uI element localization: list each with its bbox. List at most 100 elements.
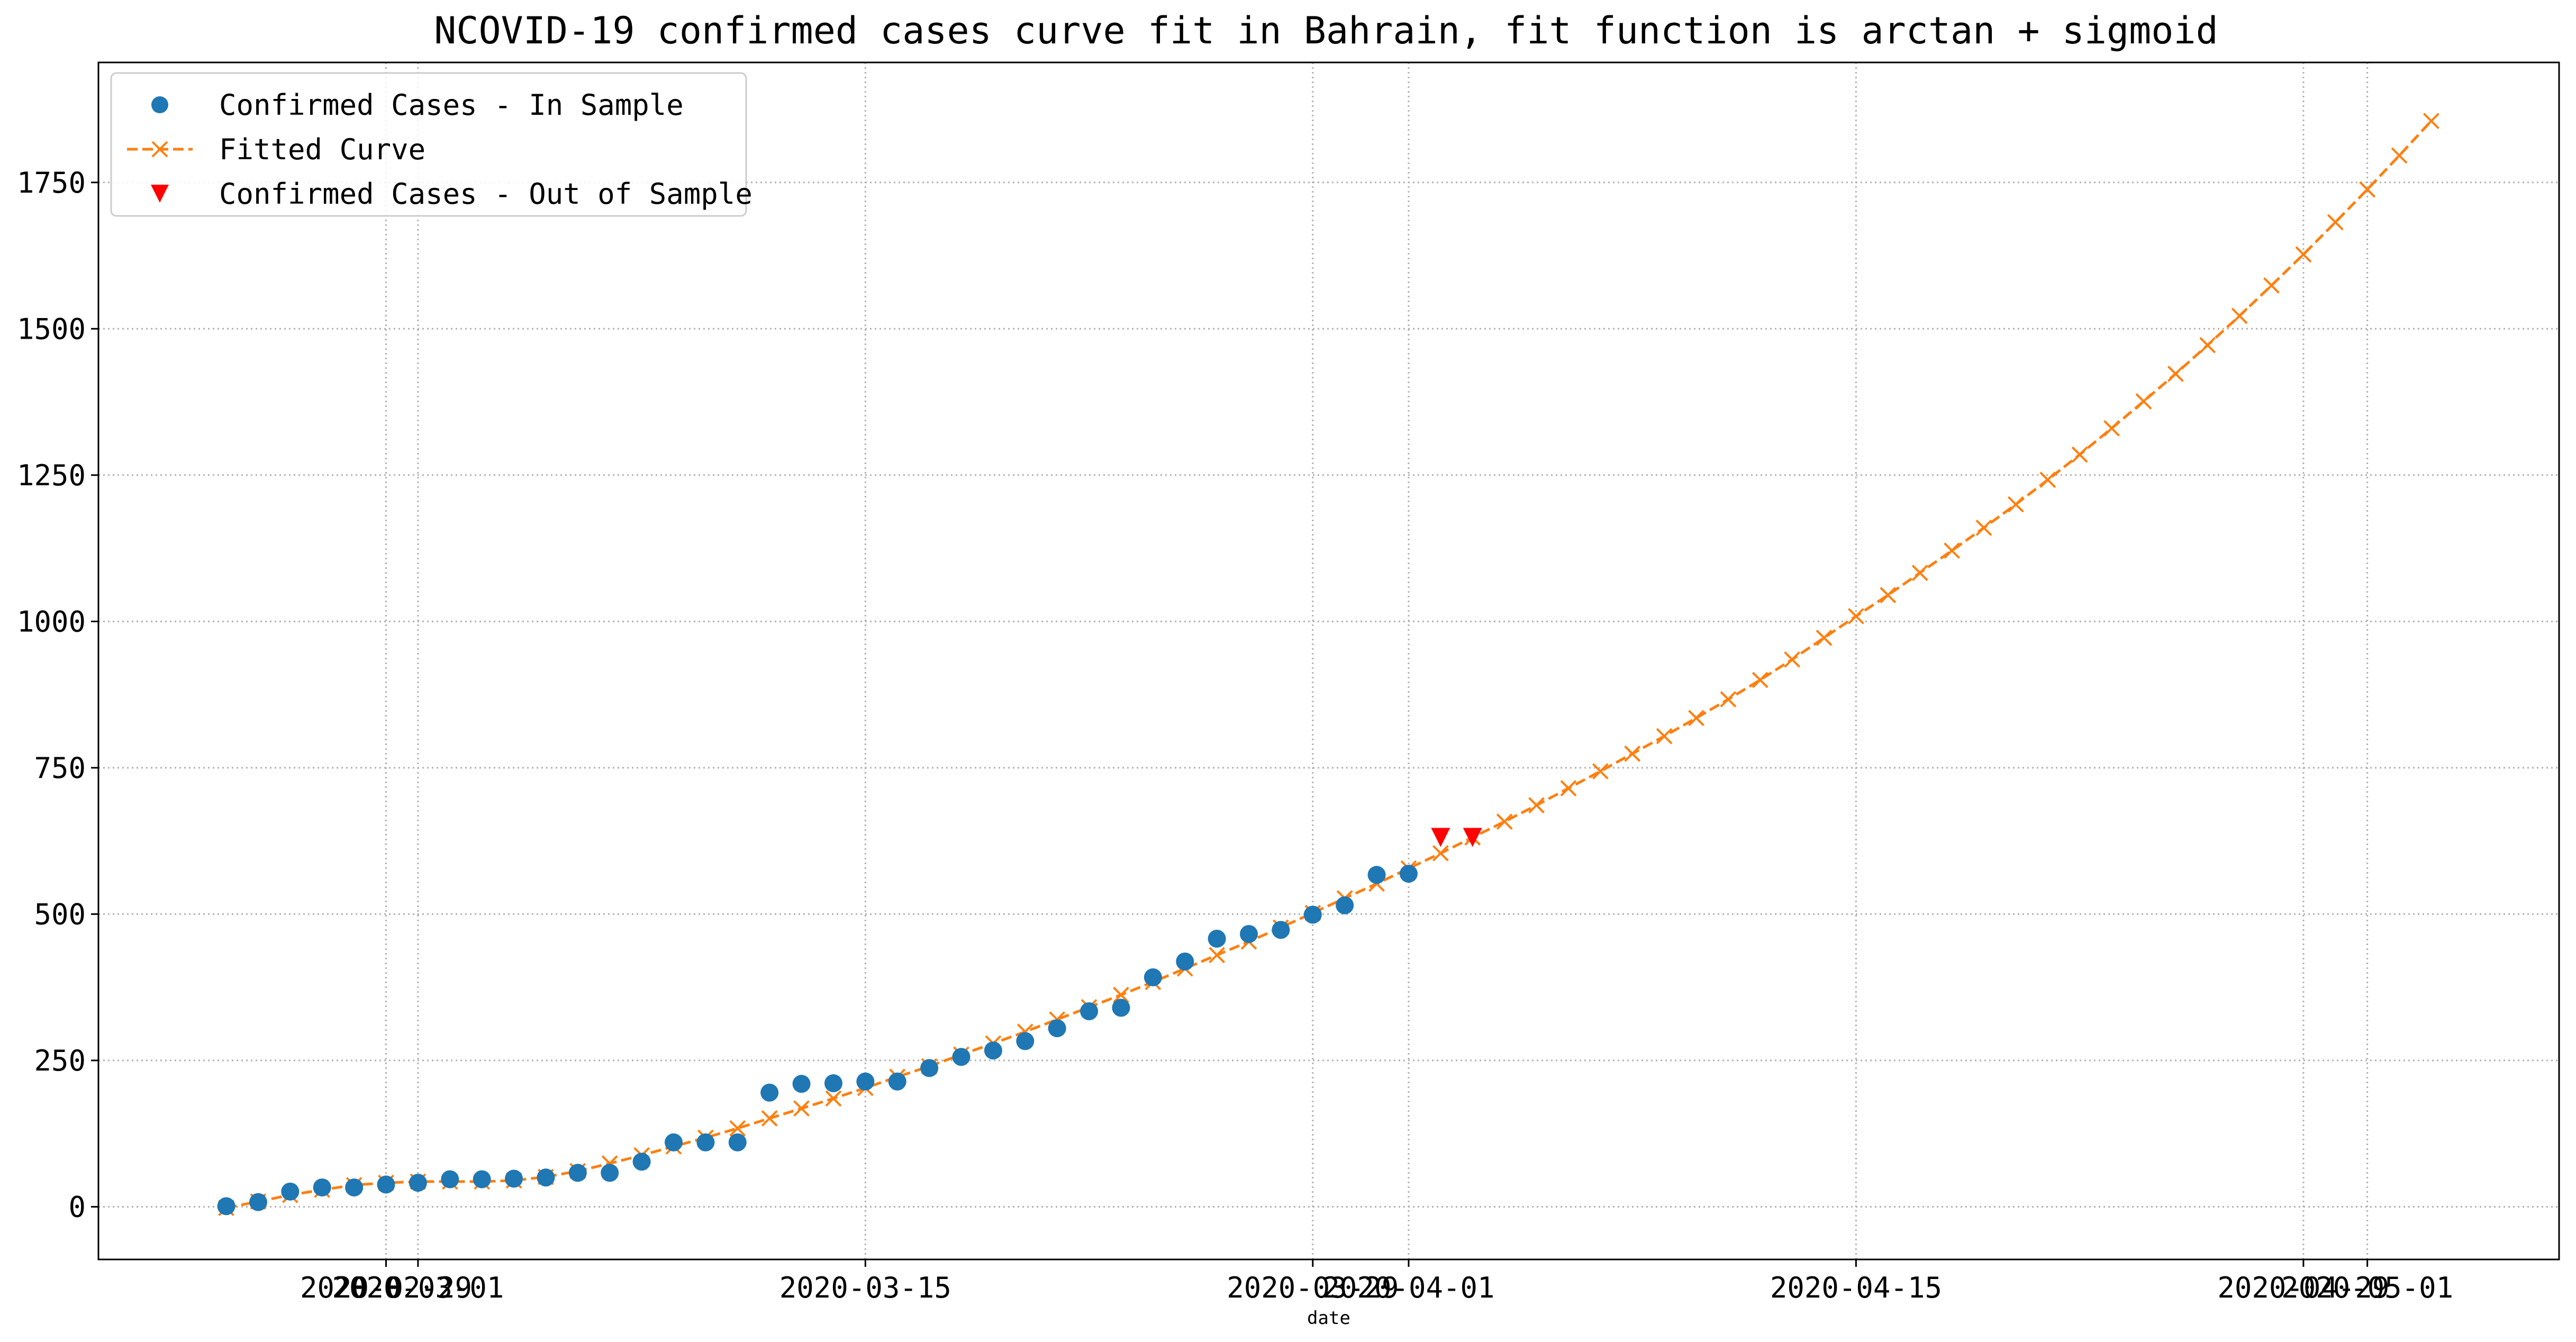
in-sample-point: [984, 1041, 1002, 1060]
in-sample-point: [1112, 999, 1130, 1017]
in-sample-point: [952, 1048, 970, 1066]
y-tick-label: 0: [68, 1190, 86, 1223]
fitted-curve-marker: [2199, 337, 2216, 353]
in-sample-point: [888, 1072, 906, 1091]
plot-frame: [97, 61, 2560, 1261]
out-of-sample-series: [1431, 828, 1482, 847]
legend-label: Confirmed Cases - Out of Sample: [219, 177, 752, 211]
in-sample-point: [792, 1075, 811, 1093]
in-sample-point: [441, 1170, 459, 1189]
in-sample-point: [824, 1074, 842, 1093]
in-sample-point: [728, 1133, 747, 1151]
fitted-curve-marker: [2103, 420, 2120, 437]
fitted-curve-marker: [1528, 797, 1545, 814]
chart-title: NCOVID-19 confirmed cases curve fit in B…: [434, 9, 2218, 52]
fitted-curve-marker: [825, 1090, 842, 1107]
legend-label: Confirmed Cases - In Sample: [219, 88, 684, 122]
in-sample-point: [856, 1072, 875, 1091]
fitted-curve-marker: [1209, 947, 1226, 964]
fitted-curve-marker: [2007, 496, 2024, 513]
grid: [98, 62, 2559, 1259]
in-sample-point: [760, 1083, 779, 1102]
in-sample-point: [601, 1164, 619, 1182]
in-sample-point: [1272, 921, 1290, 939]
fitted-curve-marker: [2071, 446, 2088, 463]
fitted-curve-marker: [2391, 147, 2408, 164]
fitted-curve-marker: [2359, 181, 2376, 198]
in-sample-point: [409, 1174, 427, 1192]
fitted-curve-marker: [729, 1120, 746, 1137]
in-sample-point: [537, 1168, 555, 1187]
x-tick-label: 2020-03-15: [779, 1271, 951, 1304]
x-tick-label: 2020-04-15: [1770, 1271, 1942, 1304]
legend-marker-in-sample: [151, 96, 168, 113]
in-sample-point: [696, 1133, 715, 1151]
axis-ticks: 025050075010001250150017502020-02-292020…: [17, 166, 2453, 1304]
in-sample-point: [920, 1059, 939, 1077]
legend-marker-fitted: [151, 141, 168, 158]
fitted-curve-marker: [1592, 763, 1609, 779]
fitted-curve-marker: [2167, 366, 2184, 382]
in-sample-point: [1048, 1019, 1066, 1038]
x-tick-label: 2020-04-29: [2217, 1271, 2389, 1304]
in-sample-point: [1080, 1002, 1099, 1021]
y-tick-label: 1000: [17, 605, 86, 638]
y-tick-label: 500: [34, 897, 86, 931]
fitted-curve-marker: [1880, 587, 1897, 603]
in-sample-point: [568, 1164, 587, 1182]
x-tick-label: 2020-03-01: [332, 1271, 504, 1304]
out-of-sample-point: [1431, 828, 1450, 847]
fitted-curve-line: [226, 120, 2433, 1210]
in-sample-point: [1144, 968, 1162, 986]
in-sample-point: [249, 1193, 267, 1211]
in-sample-point: [345, 1178, 364, 1196]
fitted-curve-marker: [1560, 780, 1577, 796]
in-sample-point: [1399, 865, 1418, 883]
fitted-curve-marker: [761, 1110, 778, 1127]
in-sample-point: [505, 1169, 523, 1188]
legend-marker-out-of-sample: [151, 185, 169, 203]
in-sample-point: [473, 1170, 491, 1189]
y-tick-label: 1250: [17, 459, 86, 492]
in-sample-point: [281, 1182, 300, 1201]
in-sample-series: [217, 865, 1418, 1216]
in-sample-point: [1016, 1032, 1035, 1050]
legend: Confirmed Cases - In Sample Fitted Curve C…: [110, 72, 752, 217]
y-tick-label: 1750: [17, 166, 86, 200]
in-sample-point: [1367, 866, 1386, 884]
fitted-curve-marker: [2231, 307, 2248, 324]
in-sample-point: [1208, 929, 1226, 948]
fitted-curve-marker: [1816, 629, 1833, 646]
y-tick-label: 750: [34, 751, 86, 785]
in-sample-point: [1240, 925, 1258, 944]
in-sample-point: [632, 1153, 651, 1171]
fitted-curve-marker: [1944, 542, 1961, 559]
fitted-curve-marker: [1720, 691, 1737, 708]
out-of-sample-point: [1463, 828, 1482, 847]
in-sample-point: [1303, 905, 1322, 924]
fitted-curve-marker: [1432, 845, 1449, 862]
fitted-curve-marker: [2295, 246, 2312, 263]
fitted-curve-marker: [1624, 745, 1641, 762]
in-sample-point: [217, 1197, 235, 1216]
y-tick-label: 1500: [17, 312, 86, 346]
in-sample-point: [1336, 896, 1354, 914]
fitted-curve-marker: [1975, 519, 1992, 536]
fitted-curve-marker: [2263, 277, 2280, 294]
y-tick-label: 250: [34, 1044, 86, 1077]
x-tick-label: 2020-04-01: [1322, 1271, 1494, 1304]
in-sample-point: [377, 1175, 395, 1194]
fitted-curve-marker: [793, 1100, 810, 1117]
x-tick-label: 2020-02-29: [300, 1271, 472, 1304]
fitted-curve-marker: [1496, 813, 1513, 830]
fitted-curve-marker: [2327, 214, 2344, 231]
fitted-curve-marker: [1752, 672, 1768, 688]
fitted-curve-marker: [1911, 565, 1928, 581]
x-axis-label: date: [1307, 1308, 1350, 1329]
legend-label: Fitted Curve: [219, 133, 425, 166]
fitted-curve-marker: [2135, 393, 2152, 410]
in-sample-point: [665, 1133, 683, 1151]
legend-box: [110, 72, 747, 217]
in-sample-point: [313, 1178, 331, 1196]
